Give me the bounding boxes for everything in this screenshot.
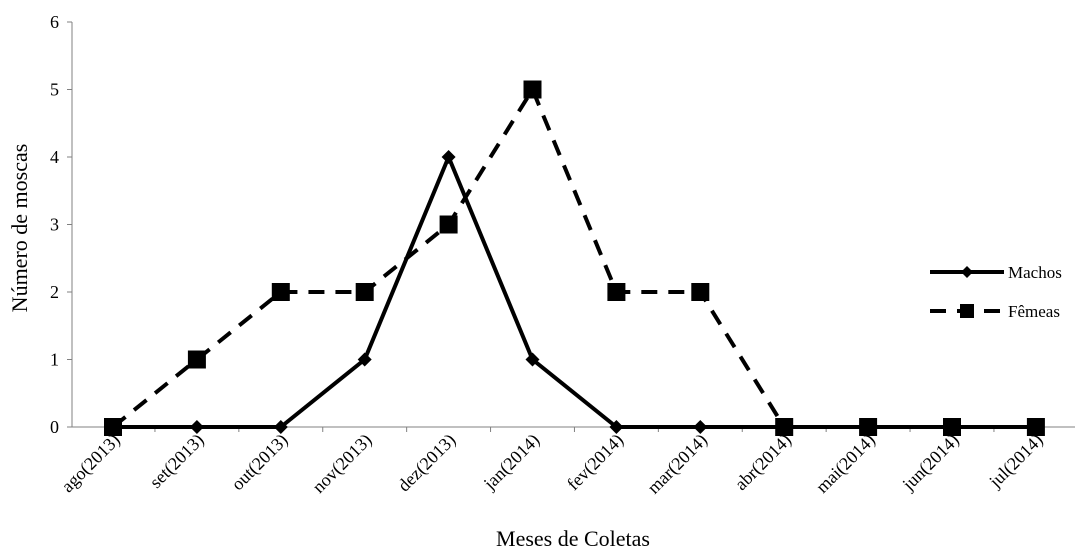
x-tick-label: abr(2014) <box>731 430 796 495</box>
data-point <box>357 352 372 367</box>
legend-swatch-marker <box>961 266 973 278</box>
data-point <box>609 420 624 434</box>
data-point <box>439 215 458 234</box>
data-point <box>273 420 288 434</box>
legend-swatch-marker <box>960 304 974 318</box>
x-tick-label: mar(2014) <box>643 430 712 499</box>
x-tick-label: fev(2014) <box>563 430 628 495</box>
y-axis-title: Número de moscas <box>7 144 32 313</box>
data-point <box>271 283 290 301</box>
data-point <box>441 150 456 164</box>
legend-label: Fêmeas <box>1008 302 1060 321</box>
data-point <box>106 420 120 434</box>
series-line <box>111 87 1036 429</box>
series-fêmeas <box>104 80 1045 436</box>
data-point <box>355 283 374 301</box>
x-tick-label: jun(2014) <box>898 430 964 496</box>
legend-label: Machos <box>1008 263 1062 282</box>
data-point <box>691 283 710 301</box>
legend-item-fêmeas: Fêmeas <box>930 302 1060 321</box>
series-line <box>113 155 1036 429</box>
data-point <box>1028 420 1043 434</box>
x-tick-label: ago(2013) <box>57 430 124 497</box>
data-point <box>945 420 959 434</box>
x-tick-label: out(2013) <box>227 430 292 495</box>
x-tick-label: nov(2013) <box>308 430 376 498</box>
data-point <box>523 80 542 99</box>
x-tick-label: mai(2014) <box>812 430 880 498</box>
y-tick-label: 6 <box>50 12 59 32</box>
data-point <box>607 283 626 301</box>
y-tick-label: 5 <box>50 80 59 100</box>
y-tick-label: 2 <box>50 282 59 302</box>
x-tick-label: dez(2013) <box>394 430 460 496</box>
y-tick-label: 3 <box>50 215 59 235</box>
x-axis-title: Meses de Coletas <box>496 526 650 551</box>
y-tick-label: 4 <box>50 147 59 167</box>
x-tick-label: set(2013) <box>146 430 209 493</box>
data-point <box>187 350 206 369</box>
data-point <box>189 420 204 434</box>
data-point <box>693 420 708 434</box>
x-tick-label: jan(2014) <box>479 430 544 495</box>
y-tick-label: 0 <box>50 417 59 437</box>
y-tick-label: 1 <box>50 350 59 370</box>
legend: Machos Fêmeas <box>930 263 1062 321</box>
series-layer <box>104 80 1045 436</box>
data-point <box>861 420 876 434</box>
x-tick-label: jul(2014) <box>985 430 1048 493</box>
series-machos <box>106 150 1043 434</box>
legend-item-machos: Machos <box>930 263 1062 282</box>
data-point <box>525 352 540 367</box>
data-point <box>777 420 792 434</box>
